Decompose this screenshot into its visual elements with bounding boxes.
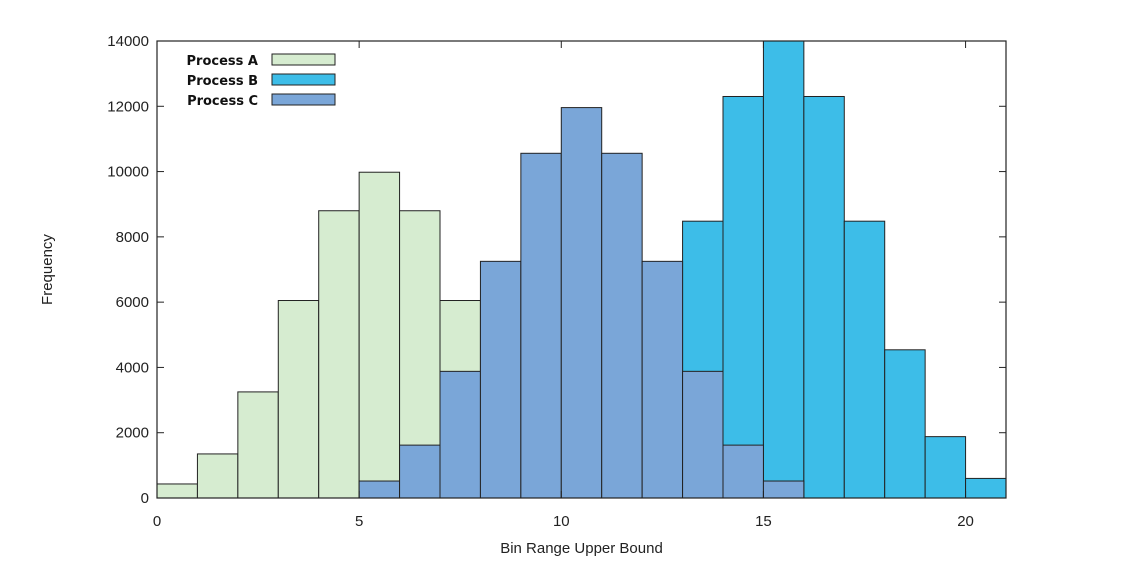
bar-series-1-bin-5 xyxy=(318,210,360,499)
ticks-layer: 0 5 10 15 20 0 2000 4000 6000 8000 10000 12000 14000 xyxy=(107,33,1006,530)
bar-series-1-bin-2 xyxy=(196,453,239,499)
bar-series-2-bin-4 xyxy=(803,95,845,499)
y-tick-label: 10000 xyxy=(107,164,149,181)
bar-series-3-bin-7 xyxy=(601,152,643,499)
bar-series-2-bin-3 xyxy=(762,40,805,499)
legend-swatch xyxy=(271,93,336,106)
bars-layer xyxy=(156,40,1007,499)
bar-series-3-bin-8 xyxy=(641,260,684,499)
bar-series-2-bin-5 xyxy=(843,220,886,499)
bar-series-1-bin-3 xyxy=(237,391,279,499)
bar-series-3-bin-11 xyxy=(762,480,805,499)
x-tick-label: 0 xyxy=(153,513,161,530)
y-tick-label: 14000 xyxy=(107,33,149,50)
bar-series-3-bin-2 xyxy=(399,444,441,499)
x-tick-label: 5 xyxy=(355,513,363,530)
bar-series-2-bin-7 xyxy=(924,436,967,499)
bar-series-1-bin-6 xyxy=(358,171,401,499)
y-tick-label: 12000 xyxy=(107,98,149,115)
bar-series-2-bin-2 xyxy=(722,95,764,499)
bar-series-1-bin-4 xyxy=(277,300,320,499)
bar-series-3-bin-5 xyxy=(520,152,562,499)
x-tick-label: 20 xyxy=(957,513,974,530)
y-axis-title: Frequency xyxy=(39,234,56,305)
legend: Process A Process B Process C xyxy=(187,53,336,109)
bar-series-1-bin-1 xyxy=(156,483,198,499)
y-tick-label: 0 xyxy=(141,490,149,507)
y-tick-label: 2000 xyxy=(116,425,149,442)
bar-series-3-bin-4 xyxy=(479,260,522,499)
legend-swatch xyxy=(271,73,336,86)
x-tick-label: 15 xyxy=(755,513,772,530)
y-tick-label: 8000 xyxy=(116,229,149,246)
y-tick-label: 4000 xyxy=(116,359,149,376)
bar-series-3-bin-10 xyxy=(722,444,764,499)
bar-series-2-bin-6 xyxy=(884,349,926,499)
bar-series-3-bin-6 xyxy=(560,107,603,499)
x-axis-title: Bin Range Upper Bound xyxy=(500,540,663,557)
legend-swatch xyxy=(271,53,336,66)
bar-series-3-bin-3 xyxy=(439,370,481,499)
legend-label: Process B xyxy=(187,74,258,89)
x-tick-label: 10 xyxy=(553,513,570,530)
legend-label: Process A xyxy=(187,54,258,69)
bar-series-3-bin-1 xyxy=(358,480,401,499)
legend-label: Process C xyxy=(187,94,258,109)
bar-series-2-bin-8 xyxy=(965,477,1007,499)
y-tick-label: 6000 xyxy=(116,294,149,311)
plot-frame xyxy=(156,40,1007,499)
bar-series-3-bin-9 xyxy=(682,370,724,499)
